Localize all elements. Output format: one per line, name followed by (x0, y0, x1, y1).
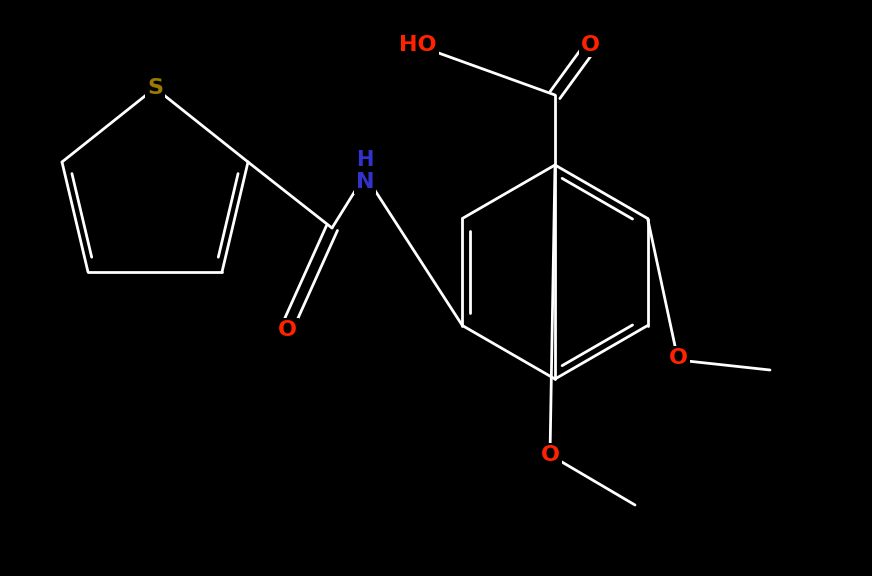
Text: N: N (356, 172, 374, 192)
Text: S: S (147, 78, 163, 98)
Text: O: O (277, 320, 296, 340)
Text: O: O (581, 35, 600, 55)
Text: O: O (669, 348, 687, 368)
Text: O: O (541, 445, 560, 465)
Text: HO: HO (399, 35, 437, 55)
Text: H: H (357, 150, 374, 170)
